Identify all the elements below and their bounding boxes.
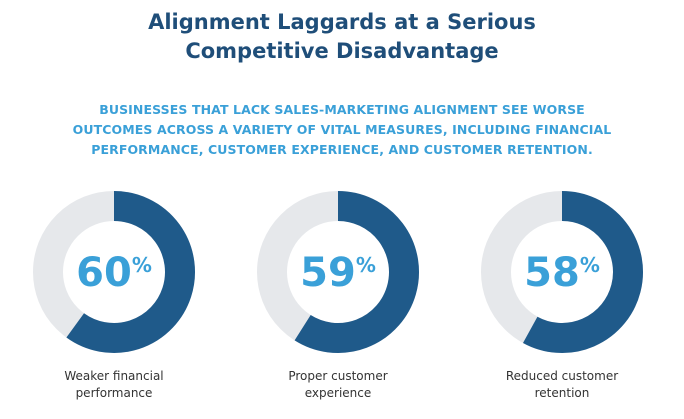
donut-2-caption-line-2: experience <box>304 386 372 400</box>
donut-3-value-unit: % <box>580 253 600 277</box>
donut-charts: 60% 59% 58% <box>33 191 643 353</box>
donut-chart-1: 60% <box>33 191 195 353</box>
donut-1-value-number: 60 <box>76 250 132 296</box>
donut-1-segment <box>66 191 195 353</box>
subtitle-line-2: OUTCOMES ACROSS A VARIETY OF VITAL MEASU… <box>72 122 612 137</box>
title-line-2: Competitive Disadvantage <box>185 39 499 63</box>
subtitle-line-1: BUSINESSES THAT LACK SALES-MARKETING ALI… <box>99 102 585 117</box>
donut-2-segment <box>294 191 419 353</box>
donut-3-value-number: 58 <box>524 250 580 296</box>
donut-1-caption-line-2: performance <box>75 386 153 400</box>
title-line-1: Alignment Laggards at a Serious <box>148 10 536 34</box>
donut-2-value: 59% <box>300 250 376 296</box>
page-subtitle: BUSINESSES THAT LACK SALES-MARKETING ALI… <box>40 100 644 160</box>
donut-2-caption: Proper customer experience <box>238 368 438 402</box>
donut-1-caption-line-1: Weaker financial <box>64 369 164 383</box>
donut-3-caption-line-2: retention <box>534 386 590 400</box>
donut-chart-2: 59% <box>257 191 419 353</box>
donut-3-value: 58% <box>524 250 600 296</box>
donut-1-caption: Weaker financial performance <box>14 368 214 402</box>
page-title: Alignment Laggards at a Serious Competit… <box>0 8 684 66</box>
donut-chart-3: 58% <box>481 191 643 353</box>
subtitle-line-3: PERFORMANCE, CUSTOMER EXPERIENCE, AND CU… <box>91 142 593 157</box>
donut-2-caption-line-1: Proper customer <box>288 369 388 383</box>
donut-3-caption-line-1: Reduced customer <box>505 369 619 383</box>
donut-3-caption: Reduced customer retention <box>462 368 662 402</box>
donut-2-value-number: 59 <box>300 250 356 296</box>
donut-2-value-unit: % <box>356 253 376 277</box>
donut-3-segment <box>523 191 643 353</box>
donut-1-value: 60% <box>76 250 152 296</box>
donut-1-value-unit: % <box>132 253 152 277</box>
